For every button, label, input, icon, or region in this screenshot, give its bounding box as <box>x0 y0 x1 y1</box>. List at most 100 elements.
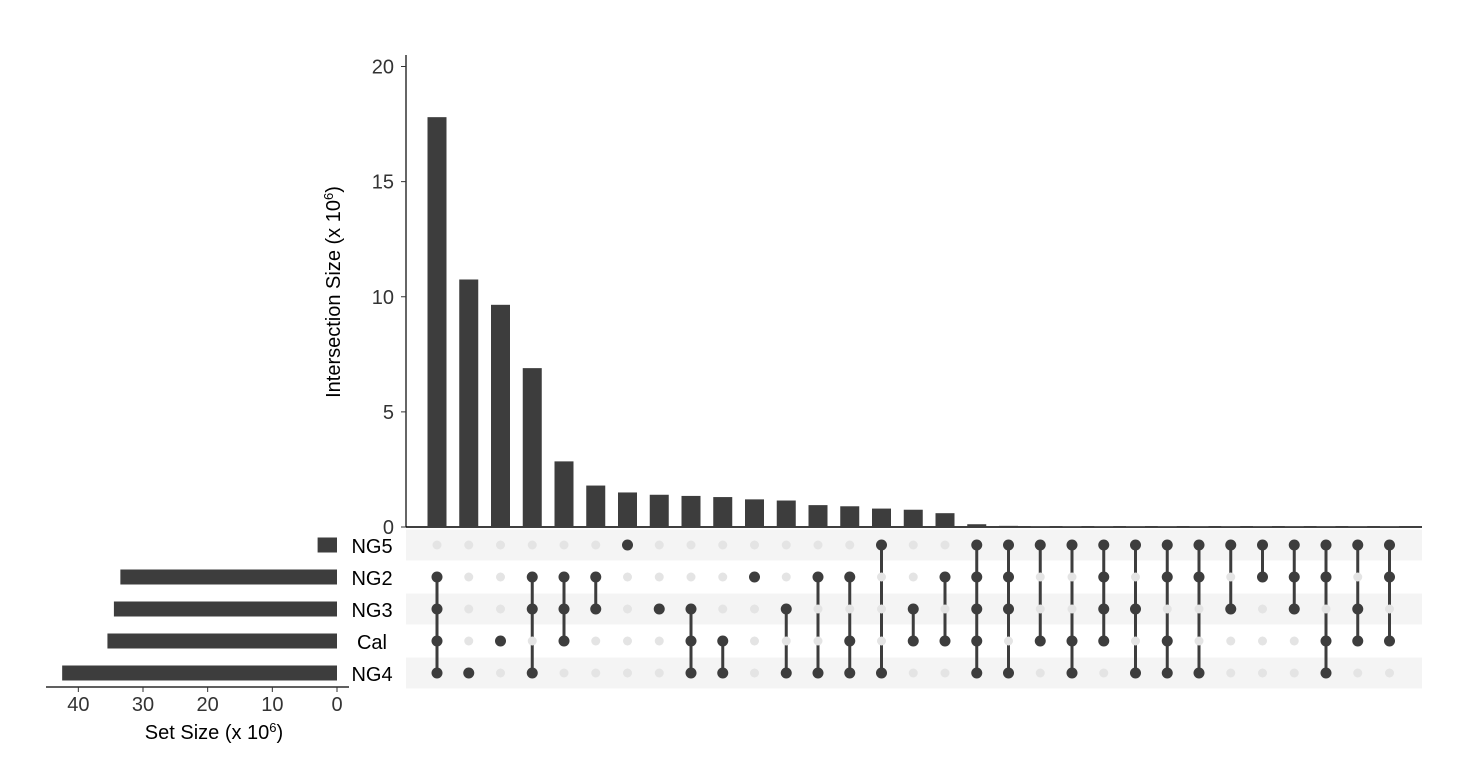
intersection-bar <box>1380 526 1399 527</box>
intersection-bar <box>1094 526 1114 527</box>
matrix-dot-inactive <box>1035 572 1045 582</box>
matrix-dot-inactive <box>1226 668 1236 678</box>
matrix-dot-inactive <box>1194 604 1204 614</box>
matrix-dot-active <box>431 603 443 615</box>
matrix-dot-active <box>1384 539 1395 551</box>
intersection-bar <box>427 117 447 527</box>
matrix-dot-active <box>844 667 856 679</box>
matrix-dot-inactive <box>1067 604 1077 614</box>
intersection-bar <box>808 505 828 527</box>
matrix-dot-active <box>812 571 824 583</box>
matrix-dot-inactive <box>908 668 918 678</box>
set-size-axis: 40 30 20 10 0 <box>46 686 349 716</box>
intersection-bar <box>1221 526 1241 527</box>
matrix-dot-inactive <box>750 540 759 550</box>
matrix-dot-active <box>558 635 570 647</box>
matrix-dot-inactive <box>623 604 632 614</box>
set-axis-tick-label: 30 <box>132 694 154 716</box>
matrix-dot-inactive <box>1035 668 1045 678</box>
matrix-dot-inactive <box>496 668 505 678</box>
matrix-dot-inactive <box>464 572 474 582</box>
matrix-dot-active <box>971 603 983 615</box>
matrix-dot-inactive <box>623 636 632 646</box>
matrix-dot-active <box>812 667 824 679</box>
matrix-dot-active <box>1003 571 1014 583</box>
matrix-dot-active <box>1098 603 1110 615</box>
intersection-bar <box>1189 526 1209 527</box>
matrix-dot-inactive <box>845 604 855 614</box>
set-name-ng5: NG5 <box>351 536 392 558</box>
intersection-bar <box>713 497 733 527</box>
matrix-dot-active <box>749 571 760 583</box>
matrix-dot-inactive <box>1385 604 1394 614</box>
matrix-dot-inactive <box>496 572 505 582</box>
y-tick-label: 20 <box>372 57 394 79</box>
intersection-bar <box>1316 526 1336 527</box>
set-size-bar-ng5 <box>317 537 337 553</box>
matrix-dot-inactive <box>908 572 918 582</box>
matrix-dot-inactive <box>845 540 855 550</box>
matrix-dot-active <box>1288 571 1300 583</box>
matrix-dot-active <box>1130 667 1141 679</box>
matrix-dot-inactive <box>1353 668 1363 678</box>
matrix-dot-active <box>526 667 538 679</box>
intersection-bar <box>618 492 637 527</box>
set-name-ng2: NG2 <box>351 568 392 590</box>
matrix-dot-inactive <box>877 572 886 582</box>
set-size-axis-title: Set Size (x 106) <box>145 720 283 744</box>
matrix-dot-inactive <box>1258 668 1267 678</box>
matrix-dot-active <box>971 635 983 647</box>
matrix-dot-active <box>685 667 697 679</box>
matrix-dot-active <box>1066 667 1078 679</box>
matrix-dot-inactive <box>940 668 950 678</box>
matrix-dot-active <box>463 667 475 679</box>
matrix-dot-active <box>844 571 856 583</box>
intersection-bar <box>681 495 701 527</box>
matrix-dot-inactive <box>559 540 569 550</box>
matrix-dot-inactive <box>1385 668 1394 678</box>
matrix-dot-active <box>1161 571 1173 583</box>
matrix-dot-inactive <box>464 540 474 550</box>
matrix-dot-inactive <box>750 636 759 646</box>
matrix-dot-inactive <box>940 604 950 614</box>
matrix-dot-inactive <box>813 604 823 614</box>
matrix-dot-active <box>876 667 887 679</box>
matrix-dot-active <box>653 603 665 615</box>
intersection-matrix <box>431 539 1395 679</box>
matrix-dot-inactive <box>591 540 601 550</box>
y-tick-label: 10 <box>372 287 394 309</box>
matrix-dot-inactive <box>527 636 537 646</box>
matrix-dot-inactive <box>1162 604 1172 614</box>
matrix-dot-active <box>780 603 792 615</box>
matrix-dot-active <box>1352 635 1364 647</box>
set-name-ng4: NG4 <box>351 664 392 686</box>
matrix-dot-inactive <box>1226 572 1236 582</box>
set-axis-tick-label: 0 <box>331 694 342 716</box>
matrix-dot-active <box>622 539 633 551</box>
set-size-bar-ng4 <box>62 665 338 681</box>
intersection-bar <box>491 304 510 527</box>
matrix-dot-inactive <box>1321 604 1331 614</box>
matrix-dot-inactive <box>813 540 823 550</box>
matrix-dot-inactive <box>877 604 886 614</box>
matrix-dot-active <box>1320 539 1332 551</box>
matrix-dot-active <box>558 571 570 583</box>
matrix-dot-active <box>939 571 951 583</box>
matrix-dot-active <box>1384 571 1395 583</box>
matrix-dot-inactive <box>559 668 569 678</box>
intersection-bar <box>459 279 479 527</box>
matrix-dot-active <box>558 603 570 615</box>
matrix-dot-inactive <box>654 540 664 550</box>
matrix-dot-inactive <box>623 668 632 678</box>
matrix-dot-active <box>1257 571 1268 583</box>
matrix-dot-inactive <box>1099 668 1109 678</box>
intersection-bar <box>522 368 542 527</box>
matrix-dot-active <box>1003 539 1014 551</box>
matrix-dot-inactive <box>781 572 791 582</box>
matrix-dot-inactive <box>527 540 537 550</box>
matrix-dot-active <box>431 635 443 647</box>
intersection-bar <box>554 461 574 527</box>
y-tick-label: 5 <box>383 402 394 424</box>
matrix-dot-active <box>1130 603 1141 615</box>
matrix-dot-active <box>1193 571 1205 583</box>
